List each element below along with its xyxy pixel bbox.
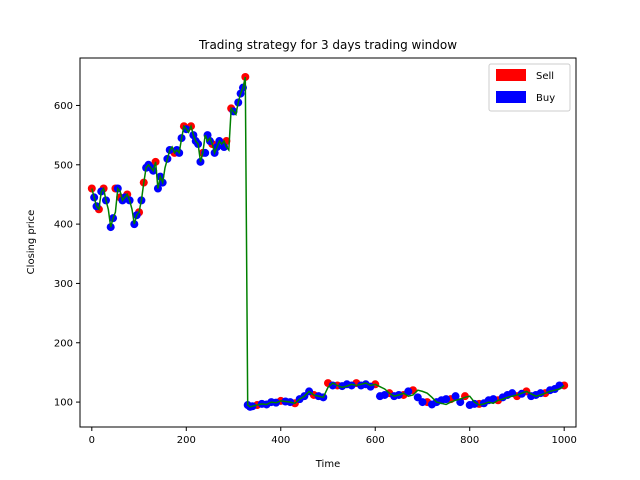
- x-tick-label: 0: [89, 435, 95, 446]
- buy-marker: [418, 398, 427, 407]
- x-tick-label: 400: [271, 435, 290, 446]
- legend-swatch-buy: [496, 91, 526, 103]
- x-axis-title: Time: [315, 459, 340, 470]
- x-tick-label: 1000: [551, 435, 576, 446]
- y-tick-label: 300: [54, 279, 73, 290]
- buy-marker: [442, 395, 451, 404]
- y-tick-label: 600: [54, 101, 73, 112]
- y-tick-label: 100: [54, 398, 73, 409]
- legend-label-buy: Buy: [536, 93, 555, 104]
- legend-label-sell: Sell: [536, 71, 554, 82]
- legend-swatch-sell: [496, 69, 526, 81]
- buy-marker: [347, 381, 356, 390]
- buy-marker: [470, 399, 479, 408]
- x-axis: 0 200 400 600 800 1000: [89, 427, 577, 446]
- buy-marker: [404, 387, 413, 396]
- legend: Sell Buy: [488, 63, 571, 112]
- buy-marker: [489, 395, 498, 404]
- plot-area: [87, 72, 569, 411]
- y-tick-label: 500: [54, 160, 73, 171]
- y-tick-label: 400: [54, 220, 73, 231]
- price-line: [91, 76, 565, 408]
- buy-marker: [380, 390, 389, 399]
- y-axis-title: Closing price: [26, 210, 37, 275]
- x-tick-label: 200: [177, 435, 196, 446]
- chart-title: Trading strategy for 3 days trading wind…: [198, 38, 457, 52]
- x-tick-label: 600: [366, 435, 385, 446]
- buy-marker: [451, 392, 460, 401]
- y-tick-label: 200: [54, 338, 73, 349]
- x-tick-label: 800: [460, 435, 479, 446]
- y-axis: 100 200 300 400 500 600: [54, 101, 80, 409]
- plot-frame: [79, 57, 577, 428]
